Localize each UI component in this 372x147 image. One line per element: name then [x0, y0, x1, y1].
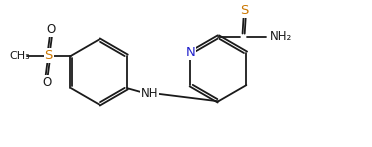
Text: S: S	[45, 49, 53, 62]
Text: S: S	[240, 4, 249, 17]
Text: CH₃: CH₃	[9, 51, 30, 61]
Text: O: O	[46, 23, 55, 36]
Text: O: O	[42, 76, 51, 89]
Text: N: N	[186, 46, 195, 59]
Text: NH₂: NH₂	[270, 30, 292, 43]
Text: NH: NH	[141, 87, 158, 100]
